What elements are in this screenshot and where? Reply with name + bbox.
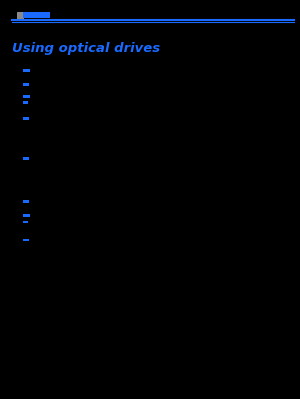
Bar [22, 117, 29, 120]
Bar [22, 95, 30, 98]
Text: Using optical drives: Using optical drives [12, 42, 160, 55]
Bar [22, 221, 28, 223]
Bar [16, 12, 23, 19]
Bar [22, 69, 30, 72]
Bar [22, 157, 29, 160]
Bar [22, 200, 29, 203]
Bar [22, 214, 30, 217]
Bar [22, 12, 50, 18]
Bar [22, 101, 28, 104]
Bar [22, 239, 28, 241]
Bar [22, 83, 28, 86]
